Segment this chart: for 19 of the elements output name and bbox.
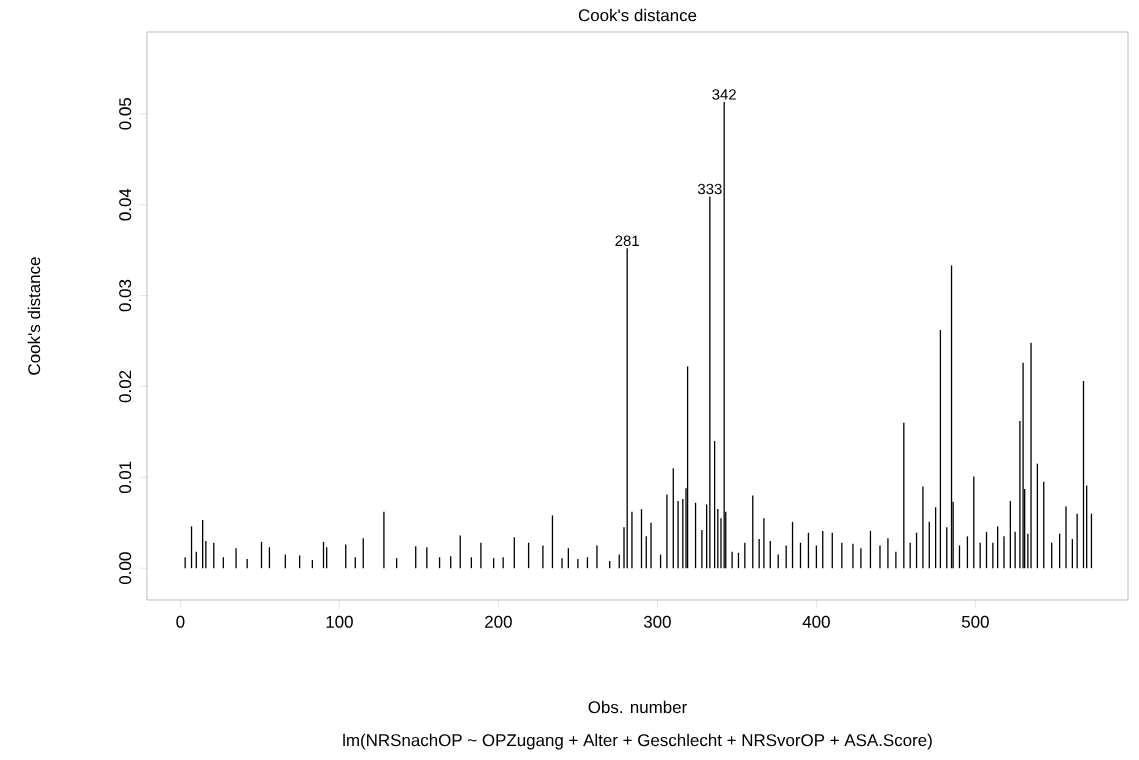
annotation: 281 bbox=[615, 235, 639, 247]
chart-title: Cook's distance bbox=[578, 8, 697, 22]
y-tick-label: 0.05 bbox=[119, 98, 132, 130]
y-axis-title: Cook's distance bbox=[27, 257, 41, 375]
y-tick-label: 0.00 bbox=[119, 552, 132, 584]
x-tick-label: 400 bbox=[802, 615, 830, 628]
x-tick-label: 200 bbox=[485, 615, 512, 628]
x-tick-label: 0 bbox=[176, 615, 185, 628]
x-tick-label: 500 bbox=[961, 615, 989, 628]
y-tick-label: 0.04 bbox=[119, 188, 132, 221]
annotation: 333 bbox=[697, 183, 722, 195]
y-tick-label: 0.01 bbox=[119, 461, 132, 494]
y-tick-label: 0.03 bbox=[119, 279, 132, 312]
x-tick-label: 100 bbox=[326, 615, 353, 628]
text: lm(NRSnachOP ~ OPZugang + Alter + Geschlecht + NRSvorOP + ASA.Score) bbox=[343, 733, 932, 750]
annotation: 342 bbox=[712, 89, 736, 100]
y-tick-label: 0.02 bbox=[119, 370, 132, 403]
x-tick-label: 300 bbox=[643, 615, 671, 628]
x-axis-title: Obs. number bbox=[588, 700, 687, 714]
